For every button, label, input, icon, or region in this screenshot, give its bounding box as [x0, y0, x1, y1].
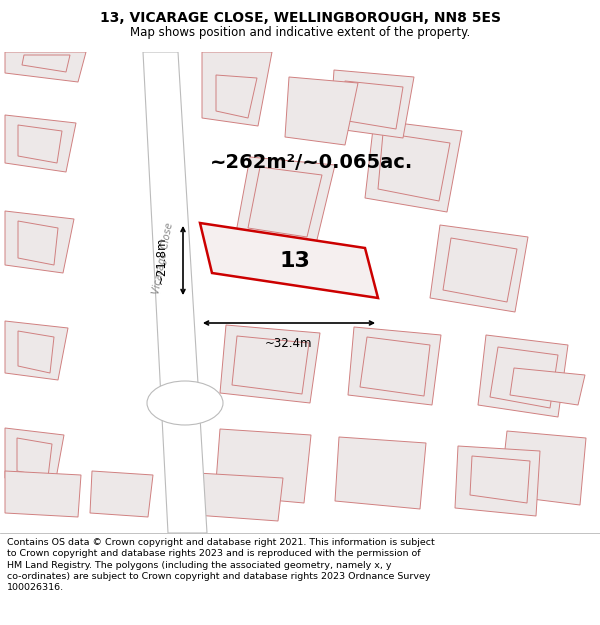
- Polygon shape: [455, 446, 540, 516]
- Polygon shape: [490, 347, 558, 408]
- Polygon shape: [232, 336, 309, 394]
- Polygon shape: [5, 115, 76, 172]
- Polygon shape: [5, 52, 86, 82]
- Polygon shape: [202, 52, 272, 126]
- Text: 13, VICARAGE CLOSE, WELLINGBOROUGH, NN8 5ES: 13, VICARAGE CLOSE, WELLINGBOROUGH, NN8 …: [100, 11, 500, 26]
- Polygon shape: [195, 473, 283, 521]
- Polygon shape: [360, 337, 430, 396]
- Polygon shape: [215, 429, 311, 503]
- Text: ~32.4m: ~32.4m: [265, 337, 313, 350]
- Polygon shape: [5, 428, 64, 484]
- Polygon shape: [478, 335, 568, 417]
- Polygon shape: [220, 325, 320, 403]
- Text: 13: 13: [280, 251, 310, 271]
- Polygon shape: [216, 75, 257, 118]
- Polygon shape: [378, 133, 450, 201]
- Polygon shape: [342, 81, 403, 129]
- Polygon shape: [365, 120, 462, 212]
- Ellipse shape: [147, 381, 223, 425]
- Polygon shape: [143, 52, 207, 533]
- Polygon shape: [18, 221, 58, 265]
- Polygon shape: [5, 471, 81, 517]
- Polygon shape: [335, 437, 426, 509]
- Polygon shape: [510, 368, 585, 405]
- Text: Contains OS data © Crown copyright and database right 2021. This information is : Contains OS data © Crown copyright and d…: [7, 538, 435, 592]
- Text: ~262m²/~0.065ac.: ~262m²/~0.065ac.: [210, 154, 413, 173]
- Polygon shape: [200, 223, 378, 298]
- Polygon shape: [470, 456, 530, 503]
- Polygon shape: [285, 77, 358, 145]
- Polygon shape: [235, 157, 335, 248]
- Polygon shape: [330, 70, 414, 138]
- Polygon shape: [5, 321, 68, 380]
- Polygon shape: [348, 327, 441, 405]
- Polygon shape: [430, 225, 528, 312]
- Polygon shape: [500, 431, 586, 505]
- Text: Vicarage Close: Vicarage Close: [151, 221, 175, 294]
- Polygon shape: [248, 167, 322, 237]
- Text: Map shows position and indicative extent of the property.: Map shows position and indicative extent…: [130, 26, 470, 39]
- Polygon shape: [17, 438, 52, 477]
- Polygon shape: [90, 471, 153, 517]
- Text: ~21.8m: ~21.8m: [155, 237, 168, 284]
- Polygon shape: [18, 125, 62, 163]
- Polygon shape: [5, 211, 74, 273]
- Polygon shape: [22, 55, 70, 72]
- Polygon shape: [443, 238, 517, 302]
- Polygon shape: [18, 331, 54, 373]
